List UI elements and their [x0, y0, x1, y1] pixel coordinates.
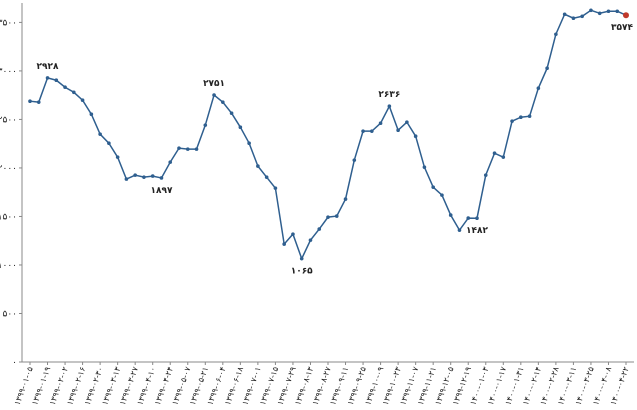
y-tick-label: ۰	[12, 358, 17, 368]
point	[571, 16, 576, 21]
point	[194, 147, 199, 151]
point	[107, 141, 111, 146]
point	[282, 242, 286, 246]
point	[536, 86, 541, 90]
point	[527, 114, 532, 119]
point	[431, 185, 435, 189]
point	[63, 85, 67, 90]
point	[422, 165, 427, 169]
point	[457, 228, 462, 232]
y-tick-label: ۱۵۰۰	[0, 212, 17, 222]
point	[370, 129, 374, 133]
point	[264, 175, 269, 179]
point	[168, 160, 173, 164]
point	[273, 186, 278, 190]
point	[36, 100, 41, 104]
point	[159, 176, 164, 180]
point	[589, 8, 593, 13]
value-label: ۲۶۳۶	[378, 90, 400, 100]
point	[142, 175, 146, 179]
point	[361, 129, 365, 133]
point	[440, 193, 444, 197]
point	[597, 11, 602, 16]
point	[615, 9, 620, 14]
line-series	[29, 9, 627, 261]
point	[580, 14, 584, 19]
value-label: ۱۸۹۷	[150, 186, 172, 196]
point	[221, 100, 225, 104]
point	[623, 12, 629, 19]
point	[466, 216, 471, 220]
point	[54, 78, 59, 83]
point	[405, 120, 409, 124]
point	[299, 256, 304, 261]
value-label: ۱۰۶۵	[291, 267, 313, 277]
point	[334, 214, 339, 218]
point	[492, 151, 497, 155]
point	[80, 98, 85, 103]
point	[256, 164, 260, 168]
point	[519, 115, 523, 120]
point	[291, 232, 295, 236]
point	[475, 216, 479, 221]
value-label: ۱۴۸۲	[466, 226, 488, 236]
point	[212, 93, 216, 97]
point	[203, 123, 208, 127]
point	[247, 141, 251, 146]
point	[28, 99, 32, 103]
value-label: ۲۷۵۱	[203, 79, 225, 89]
point	[238, 125, 243, 129]
y-tick-label: ۲۰۰۰	[0, 164, 17, 174]
y-tick-label: ۳۰۰۰	[0, 67, 17, 77]
point	[98, 132, 102, 136]
point	[133, 173, 137, 177]
point	[448, 213, 453, 217]
point	[501, 155, 506, 159]
point	[115, 155, 120, 159]
point	[378, 121, 383, 126]
point	[606, 9, 611, 14]
point	[89, 112, 94, 116]
point	[352, 158, 357, 162]
point	[150, 174, 155, 178]
y-tick-label: ۲۵۰۰	[0, 115, 17, 125]
point	[326, 215, 330, 219]
y-tick-label: ۳۵۰۰	[0, 18, 17, 28]
point	[387, 104, 392, 109]
point	[343, 197, 348, 201]
y-tick-label: ۱۰۰۰	[0, 261, 17, 271]
y-tick-label: ۵۰۰	[2, 309, 17, 319]
point	[185, 147, 190, 151]
point	[483, 173, 488, 177]
value-label: ۲۹۲۸	[37, 62, 59, 72]
point	[308, 238, 313, 242]
point	[72, 90, 76, 95]
point	[413, 134, 418, 139]
point	[396, 128, 400, 133]
point	[124, 177, 129, 181]
point	[229, 111, 234, 116]
point	[317, 227, 322, 231]
point	[510, 119, 514, 123]
point	[177, 146, 181, 150]
point	[45, 76, 50, 80]
value-label: ۳۵۷۴	[611, 23, 633, 33]
point	[562, 12, 567, 17]
point	[545, 66, 549, 71]
point	[554, 32, 558, 37]
